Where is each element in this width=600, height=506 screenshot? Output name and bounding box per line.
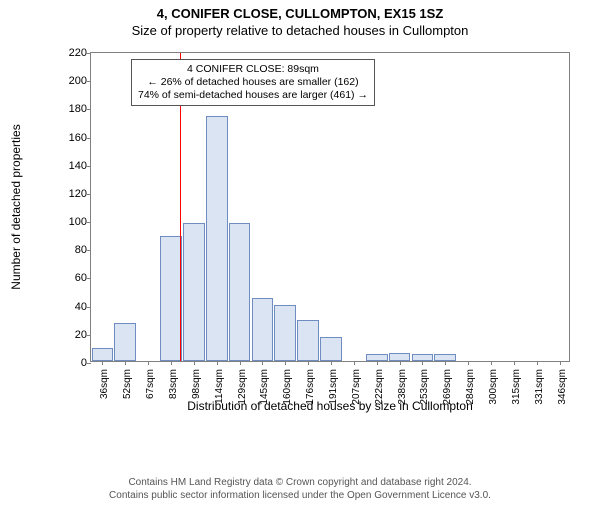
y-tick-mark [87,250,91,251]
histogram-bar [434,354,456,361]
x-tick-mark [148,361,149,365]
x-tick-label: 222sqm [374,369,385,405]
y-tick-mark [87,278,91,279]
x-tick-label: 145sqm [259,369,270,405]
x-tick-mark [400,361,401,365]
x-tick-mark [537,361,538,365]
footer-line: Contains public sector information licen… [0,490,600,503]
x-tick-mark [240,361,241,365]
x-tick-label: 284sqm [465,369,476,405]
x-tick-mark [560,361,561,365]
x-tick-mark [468,361,469,365]
histogram-bar [412,354,434,361]
y-tick-mark [87,363,91,364]
x-tick-mark [331,361,332,365]
x-tick-mark [125,361,126,365]
footer-attribution: Contains HM Land Registry data © Crown c… [0,477,600,502]
chart-title-address: 4, CONIFER CLOSE, CULLOMPTON, EX15 1SZ [0,6,600,21]
annotation-line: ← 26% of detached houses are smaller (16… [138,76,368,89]
y-tick-mark [87,138,91,139]
annotation-line: 4 CONIFER CLOSE: 89sqm [138,63,368,76]
y-tick-label: 80 [57,244,87,256]
histogram-bar [114,323,136,361]
histogram-bar [252,298,274,361]
y-axis-label: Number of detached properties [9,124,23,289]
x-tick-mark [102,361,103,365]
x-tick-mark [354,361,355,365]
y-tick-label: 60 [57,272,87,284]
x-tick-mark [194,361,195,365]
chart-title-subtitle: Size of property relative to detached ho… [0,23,600,38]
y-tick-label: 40 [57,301,87,313]
x-tick-mark [377,361,378,365]
histogram-bar [320,337,342,361]
x-tick-label: 176sqm [305,369,316,405]
x-tick-mark [514,361,515,365]
x-tick-label: 36sqm [99,369,110,399]
x-tick-label: 315sqm [511,369,522,405]
y-tick-label: 180 [57,103,87,115]
y-tick-mark [87,194,91,195]
y-tick-label: 100 [57,216,87,228]
plot-area: Distribution of detached houses by size … [90,52,570,362]
x-tick-mark [171,361,172,365]
y-tick-label: 20 [57,329,87,341]
histogram-bar [183,223,205,361]
x-tick-label: 160sqm [282,369,293,405]
y-tick-mark [87,109,91,110]
x-tick-mark [422,361,423,365]
x-tick-mark [308,361,309,365]
x-tick-mark [285,361,286,365]
y-tick-mark [87,307,91,308]
x-tick-label: 191sqm [328,369,339,405]
x-tick-label: 52sqm [122,369,133,399]
histogram-bar [297,320,319,361]
annotation-line: 74% of semi-detached houses are larger (… [138,89,368,102]
footer-line: Contains HM Land Registry data © Crown c… [0,477,600,490]
y-tick-mark [87,53,91,54]
y-tick-label: 140 [57,160,87,172]
x-tick-label: 269sqm [442,369,453,405]
x-tick-label: 98sqm [191,369,202,399]
x-tick-label: 83sqm [168,369,179,399]
x-tick-label: 114sqm [214,369,225,404]
x-tick-mark [491,361,492,365]
chart-container: Number of detached properties Distributi… [60,52,570,412]
x-tick-label: 238sqm [397,369,408,405]
histogram-bar [274,305,296,361]
y-tick-mark [87,166,91,167]
x-tick-mark [262,361,263,365]
y-tick-label: 200 [57,75,87,87]
histogram-bar [206,116,228,361]
histogram-bar [389,353,411,361]
y-tick-mark [87,335,91,336]
y-tick-label: 120 [57,188,87,200]
x-tick-label: 346sqm [557,369,568,405]
x-tick-label: 253sqm [419,369,430,405]
y-tick-mark [87,81,91,82]
y-tick-label: 220 [57,47,87,59]
histogram-bar [366,354,388,361]
x-tick-label: 129sqm [237,369,248,405]
x-tick-label: 300sqm [488,369,499,405]
y-tick-label: 0 [57,357,87,369]
x-tick-label: 207sqm [351,369,362,405]
highlight-annotation: 4 CONIFER CLOSE: 89sqm ← 26% of detached… [131,59,375,106]
y-tick-label: 160 [57,132,87,144]
y-tick-mark [87,222,91,223]
x-tick-mark [217,361,218,365]
x-tick-label: 67sqm [145,369,156,399]
x-tick-mark [445,361,446,365]
histogram-bar [92,348,114,361]
histogram-bar [160,236,182,361]
x-tick-label: 331sqm [534,369,545,405]
histogram-bar [229,223,251,361]
